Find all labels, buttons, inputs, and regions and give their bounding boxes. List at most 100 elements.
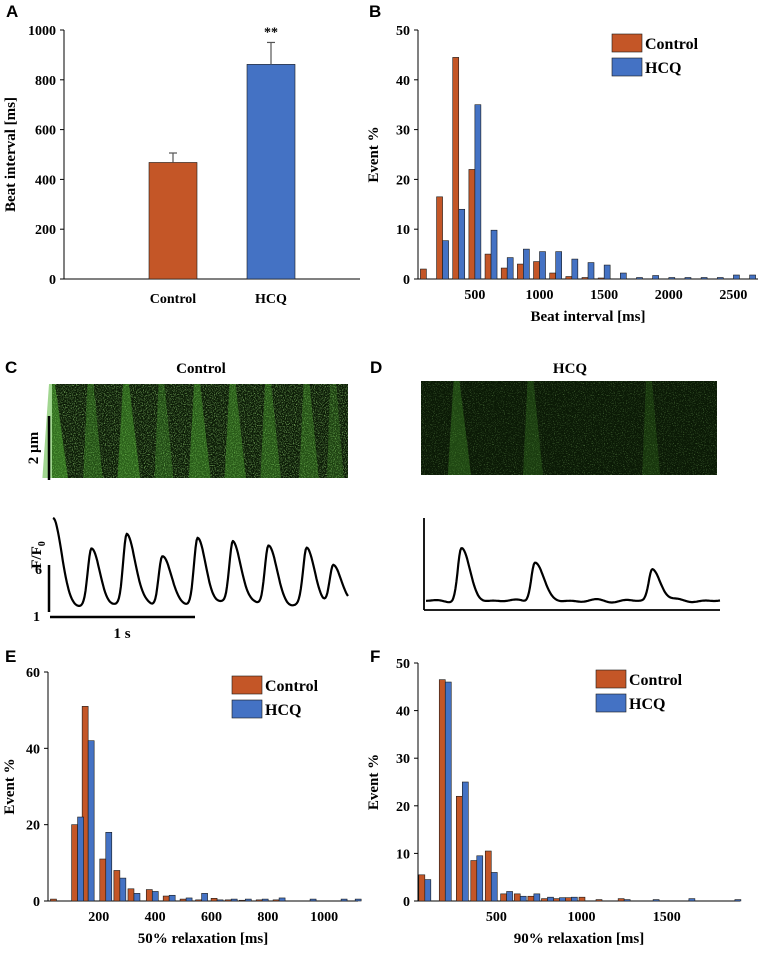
calcium-transient-band [188, 384, 211, 478]
bar-control [581, 277, 589, 280]
calcium-trace-hcq [423, 518, 721, 611]
x-tick-label: 2000 [655, 288, 683, 303]
bar-hcq [652, 899, 660, 902]
y-tick-label: 10 [396, 223, 410, 238]
bar-hcq [340, 898, 348, 902]
y-tick-label: 50 [396, 24, 410, 39]
bar-control [272, 899, 280, 902]
y-tick-label: 0 [403, 895, 410, 910]
x-tick-label: 400 [145, 910, 166, 925]
calcium-trace-control [52, 517, 349, 608]
bar-hcq [168, 894, 176, 902]
bar-control [617, 898, 625, 902]
bar-hcq [636, 277, 643, 280]
calcium-transient-band [83, 384, 103, 478]
bar-hcq [700, 277, 708, 280]
bar-hcq [571, 896, 578, 902]
bar-control [565, 897, 572, 902]
y-tick-label: 20 [26, 819, 40, 834]
bar-hcq [623, 899, 631, 902]
legend-label-hcq: HCQ [645, 60, 681, 77]
y-axis-title: Beat interval [ms] [3, 97, 19, 212]
kymograph-control [42, 384, 348, 478]
y-tick-label: 50 [396, 657, 410, 672]
intensity-scale-top: 6 [35, 563, 42, 578]
x-axis-title: Beat interval [ms] [531, 309, 646, 325]
x-tick-label: 500 [464, 288, 485, 303]
calcium-transient-band [447, 381, 472, 475]
x-tick-label: 1500 [653, 910, 681, 925]
legend-swatch-hcq [611, 57, 643, 77]
bar-control [71, 824, 78, 902]
legend-label-control: Control [645, 36, 699, 53]
bar-hcq [87, 740, 95, 902]
panel-letter-d: D [370, 358, 382, 377]
bar-hcq [216, 899, 224, 902]
y-tick-label: 40 [26, 742, 40, 757]
bar-control [500, 267, 508, 280]
panel-letter-b: B [369, 2, 381, 21]
time-scale-label: 1 s [113, 626, 130, 642]
legend-swatch-hcq [595, 693, 627, 713]
x-tick-label: 1000 [526, 288, 554, 303]
bar-control [517, 263, 524, 280]
bar-hcq [587, 262, 595, 280]
significance-marker: ** [264, 25, 278, 40]
bar-hcq [151, 891, 159, 902]
bar-hcq [230, 898, 238, 902]
y-tick-label: 30 [396, 124, 410, 139]
bar-hcq [734, 899, 742, 902]
legend-swatch-control [231, 675, 263, 695]
bar-hcq [506, 257, 514, 280]
bar-hcq [533, 893, 541, 902]
bar-hcq [105, 831, 113, 902]
bar-hcq [490, 872, 498, 902]
kymo-title-hcq: HCQ [553, 361, 588, 377]
bar-hcq [716, 277, 724, 280]
panel-letter-f: F [370, 647, 380, 666]
bar-control [549, 272, 556, 280]
panel-letter-c: C [5, 358, 17, 377]
bar-hcq [133, 893, 141, 902]
bar-hcq [424, 879, 432, 902]
bar-control [113, 870, 121, 902]
bar-hcq [119, 877, 127, 902]
bar-hcq [442, 240, 449, 280]
legend-label-control: Control [629, 672, 683, 689]
legend-label-hcq: HCQ [265, 702, 301, 719]
bar-hcq [652, 275, 659, 280]
x-label-hcq: HCQ [255, 292, 287, 307]
kymograph-noise [421, 381, 717, 475]
bar-hcq [506, 891, 513, 902]
bar-control [255, 899, 263, 902]
bar-control [513, 893, 521, 902]
x-tick-label: 200 [88, 910, 109, 925]
x-tick-label: 2500 [719, 288, 747, 303]
legend-swatch-control [611, 33, 643, 53]
legend-label-control: Control [265, 678, 319, 695]
bar-hcq [185, 897, 193, 902]
y-tick-label: 40 [396, 74, 410, 89]
bar-control [238, 899, 246, 902]
chart-e-50-relaxation-histogram: 0 20 40 60 200 400 600 800 1000 50% relaxation [m… [2, 666, 362, 947]
y-tick-label: 0 [33, 895, 40, 910]
bar-hcq [733, 274, 740, 280]
bar-control [500, 893, 507, 902]
bar-control [210, 898, 218, 902]
bar-control [468, 169, 476, 280]
y-axis-title: Event % [366, 754, 382, 810]
y-tick-label: 600 [35, 124, 56, 139]
chart-b-beat-interval-histogram: 0 10 20 30 40 50 500 1000 1500 2000 2500 Beat inter… [366, 24, 758, 325]
bar-control [179, 898, 187, 902]
y-tick-label: 800 [35, 74, 56, 89]
bar-control [436, 196, 443, 280]
bar-control [50, 898, 57, 902]
chart-a-beat-interval-bars: 0 200 400 600 800 1000 Control HCQ ** Beat interv… [3, 24, 360, 307]
panel-letter-e: E [5, 647, 16, 666]
bar-control [452, 57, 460, 280]
bar-hcq [261, 898, 269, 902]
chart-f-90-relaxation-histogram: 0 10 20 30 40 50 500 1000 1500 90% relaxation [ms… [366, 657, 742, 947]
y-tick-label: 20 [396, 800, 410, 815]
bar-control [533, 261, 540, 280]
